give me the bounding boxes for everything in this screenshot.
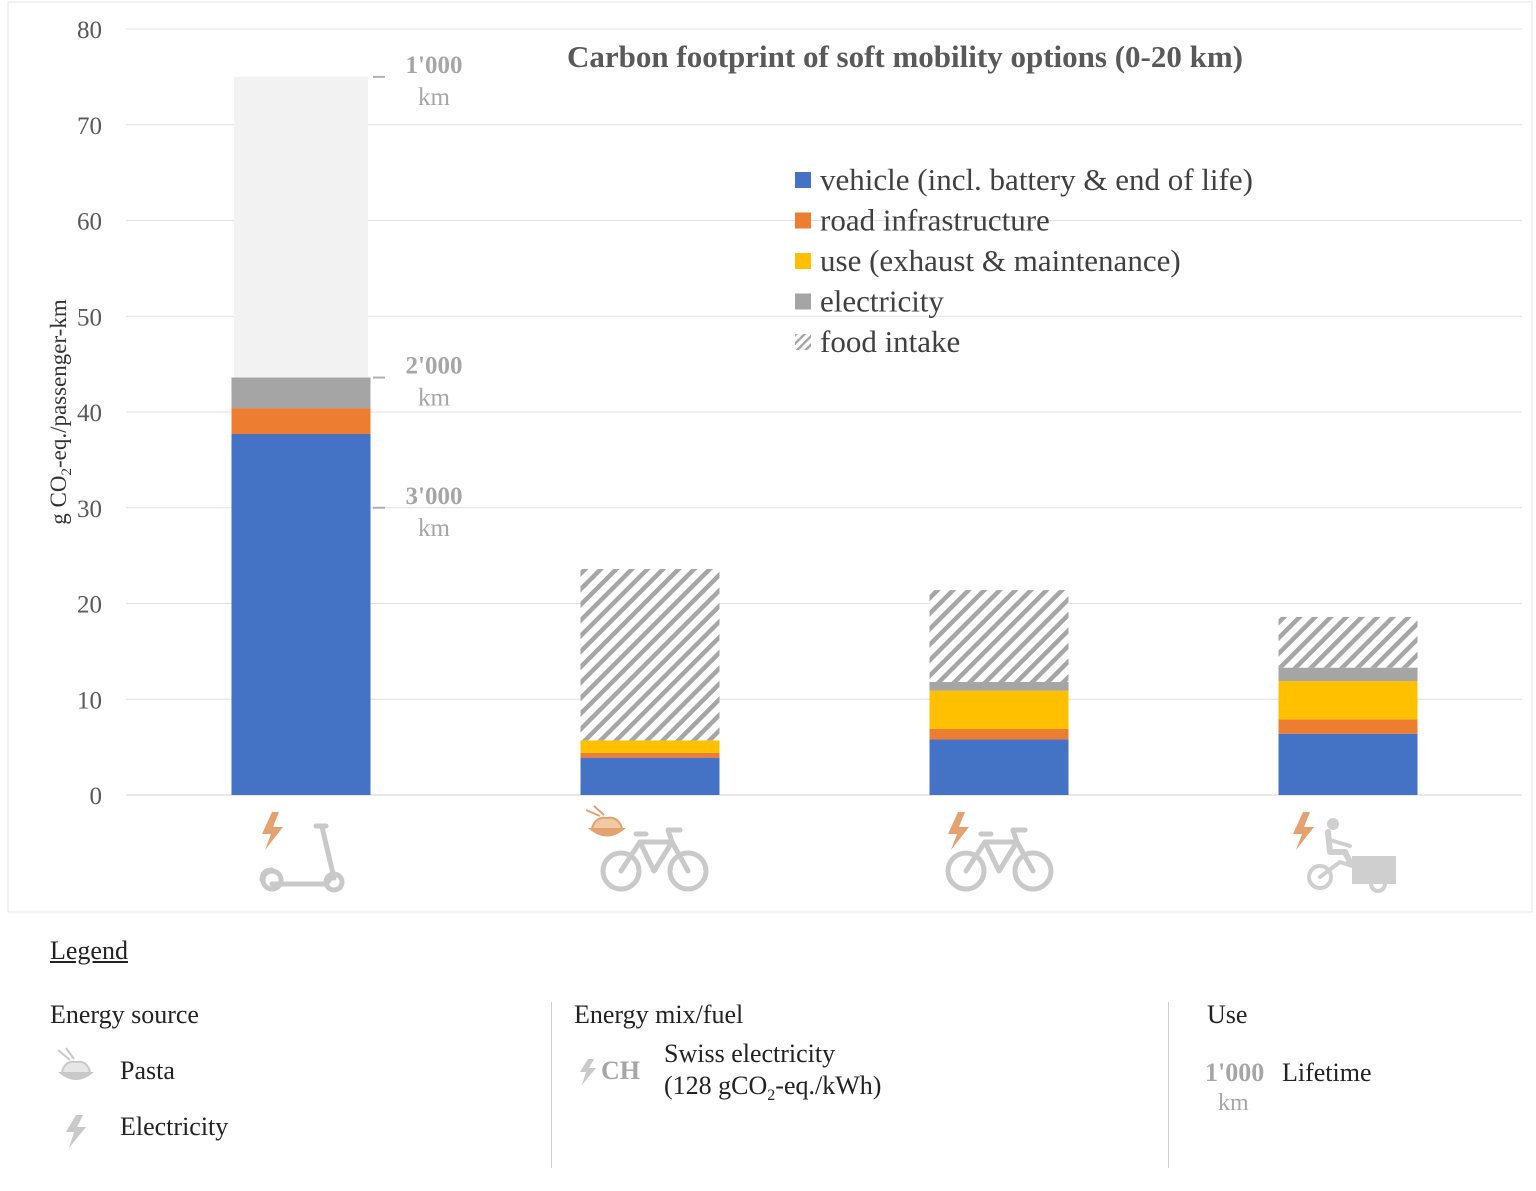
bars — [231, 377, 1418, 795]
lifetime-marker-unit: km — [418, 84, 451, 111]
energy-mix-description: Swiss electricity (128 gCO2-eq./kWh) — [664, 1038, 881, 1112]
legend-divider-1 — [551, 1002, 552, 1168]
energy-mix-line1: Swiss electricity — [664, 1039, 836, 1068]
bar-segment — [580, 757, 720, 795]
bicycle-pasta-icon-group — [585, 805, 709, 892]
y-tick-label: 80 — [77, 17, 102, 44]
bar-segment — [1278, 719, 1418, 734]
y-tick-label: 20 — [77, 592, 102, 619]
e-scooter-icon-group — [259, 812, 345, 893]
bar-segment — [580, 569, 720, 741]
energy-mix-title: Energy mix/fuel — [574, 1000, 744, 1029]
bar-segment — [929, 590, 1069, 683]
plot-frame — [7, 1, 1533, 913]
bar-segment — [580, 752, 720, 758]
bar-segment — [231, 377, 371, 409]
bar-segment — [1278, 667, 1418, 682]
legend-swatch — [795, 172, 811, 188]
y-tick-label: 30 — [77, 496, 102, 523]
bar-segment — [1278, 733, 1418, 795]
electricity-icon — [1293, 812, 1314, 850]
use-value-top: 1'000 — [1205, 1058, 1265, 1087]
bar-segment — [580, 740, 720, 753]
legend-entry: food intake — [820, 324, 960, 359]
energy-source-title: Energy source — [50, 1000, 199, 1029]
legend-entry: electricity — [820, 284, 944, 319]
e-cargo-bike-icon-group — [1293, 812, 1396, 893]
pasta-icon — [57, 1047, 94, 1080]
legend-divider-2 — [1168, 1002, 1169, 1168]
legend-heading: Legend — [50, 936, 128, 965]
bicycle-icon — [945, 827, 1054, 892]
electricity-icon — [580, 1059, 596, 1085]
energy-mix-code: CH — [601, 1056, 640, 1085]
pasta-icon — [585, 805, 626, 837]
cargo-bike-icon — [1307, 818, 1396, 893]
bar-segment — [929, 690, 1069, 729]
legend-entry: road infrastructure — [820, 203, 1050, 238]
legend-swatch — [795, 293, 811, 310]
y-tick-label: 50 — [77, 304, 102, 331]
electricity-label: Electricity — [120, 1112, 229, 1141]
legend-entry: vehicle (incl. battery & end of life) — [820, 162, 1253, 197]
pasta-label: Pasta — [120, 1056, 175, 1085]
bar-segment — [929, 728, 1069, 740]
electricity-icon — [948, 812, 969, 850]
lifetime-markers: 1'000 km 2'000 km 3'000 km — [373, 52, 462, 542]
chart-title: Carbon footprint of soft mobility option… — [567, 39, 1243, 74]
use-title: Use — [1207, 1000, 1248, 1029]
y-tick-label: 0 — [90, 783, 103, 810]
y-tick-label: 70 — [77, 113, 102, 140]
bar-segment — [231, 434, 371, 795]
series-legend: vehicle (incl. battery & end of life) roa… — [795, 162, 1253, 359]
bar-segment — [929, 682, 1069, 691]
lifetime-marker-value: 1'000 — [406, 52, 463, 79]
legend-swatch — [795, 253, 811, 269]
lifetime-marker-unit: km — [418, 515, 451, 542]
legend-swatch — [795, 334, 811, 350]
legend-entry: use (exhaust & maintenance) — [820, 243, 1181, 278]
bar-segment — [1278, 616, 1418, 668]
lifetime-marker-value: 2'000 — [406, 353, 463, 380]
electricity-icon — [262, 812, 283, 850]
lifetime-marker-value: 3'000 — [406, 483, 463, 510]
category-icons — [259, 805, 1396, 893]
bar-segment — [231, 408, 371, 435]
e-bike-icon-group — [945, 812, 1054, 892]
electricity-icon — [66, 1115, 86, 1148]
y-tick-labels: 0 10 20 30 40 50 60 70 80 — [77, 17, 102, 810]
energy-mix-line2: (128 gCO2-eq./kWh) — [664, 1071, 882, 1105]
use-label: Lifetime — [1282, 1058, 1372, 1087]
y-axis-label: g CO2-eq./passenger-km — [46, 299, 75, 525]
y-tick-label: 10 — [77, 687, 102, 714]
legend-swatch — [795, 212, 811, 229]
bicycle-icon — [600, 827, 709, 892]
bar-segment — [929, 739, 1069, 795]
e-scooter-icon — [259, 823, 345, 893]
y-tick-label: 60 — [77, 209, 102, 236]
use-value-bottom: km — [1218, 1090, 1249, 1116]
y-tick-label: 40 — [77, 400, 102, 427]
lifetime-marker-unit: km — [418, 385, 451, 412]
bar-segment — [1278, 681, 1418, 720]
